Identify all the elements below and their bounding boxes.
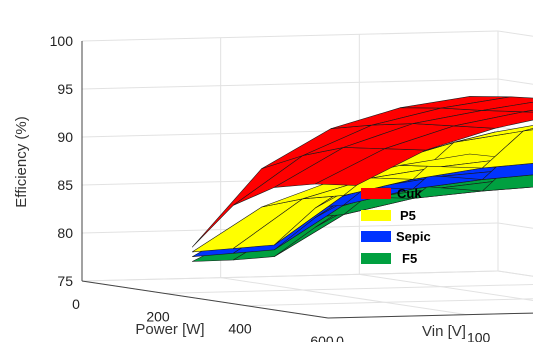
z-tick-label: 100 <box>50 33 74 49</box>
legend-label-p5: P5 <box>400 208 416 223</box>
z-tick-label: 80 <box>57 225 73 241</box>
chart-tick-labels: 758085909510002004006000100200300 <box>50 33 491 342</box>
surface-patch <box>440 96 533 111</box>
back-wall-grid-line <box>497 222 533 229</box>
floor-grid-line <box>220 277 467 316</box>
legend-label-cuk: Cuk <box>397 186 422 201</box>
legend-swatch-cuk <box>361 188 391 199</box>
surface-cuk <box>192 96 533 248</box>
z-tick-label: 90 <box>57 129 73 145</box>
back-wall-grid-line <box>497 270 533 277</box>
z-axis-label: Efficiency (%) <box>13 116 30 207</box>
floor-grid-line <box>497 270 533 277</box>
surface-patch <box>453 111 533 129</box>
surface-patch <box>453 125 533 143</box>
y-tick-label: 0 <box>336 333 344 342</box>
surface-patch <box>522 109 533 113</box>
x-tick-label: 400 <box>228 321 252 337</box>
legend-label-sepic: Sepic <box>396 229 431 244</box>
floor-grid-line <box>163 283 533 294</box>
legend-swatch-f5 <box>361 253 391 264</box>
surface-patch <box>481 129 533 169</box>
floor-grid-line <box>359 273 533 301</box>
x-tick-label: 600 <box>310 333 334 342</box>
x-tick-label: 0 <box>72 296 80 312</box>
y-tick-label: 100 <box>467 330 491 342</box>
legend-swatch-p5 <box>361 210 391 221</box>
legend-swatch-sepic <box>361 231 391 242</box>
x-axis-label: Power [W] <box>135 321 204 338</box>
side-wall-grid-line <box>81 30 499 42</box>
side-wall-grid-line <box>81 78 499 90</box>
legend: Cuk P5 Sepic F5 <box>361 186 431 266</box>
z-tick-label: 95 <box>57 81 73 97</box>
z-tick-label: 85 <box>57 177 73 193</box>
y-axis-label: Vin [V] <box>422 323 466 340</box>
legend-label-f5: F5 <box>402 251 417 266</box>
x-axis-line <box>81 280 329 319</box>
surface-patch <box>481 101 533 113</box>
floor-grid-line <box>245 298 533 307</box>
z-tick-label: 75 <box>57 273 73 289</box>
back-wall-grid-line <box>497 30 533 37</box>
side-wall-grid-line <box>81 270 499 282</box>
surface-patch <box>522 128 533 132</box>
x-tick-label: 200 <box>146 308 170 324</box>
y-axis-line <box>327 312 533 319</box>
